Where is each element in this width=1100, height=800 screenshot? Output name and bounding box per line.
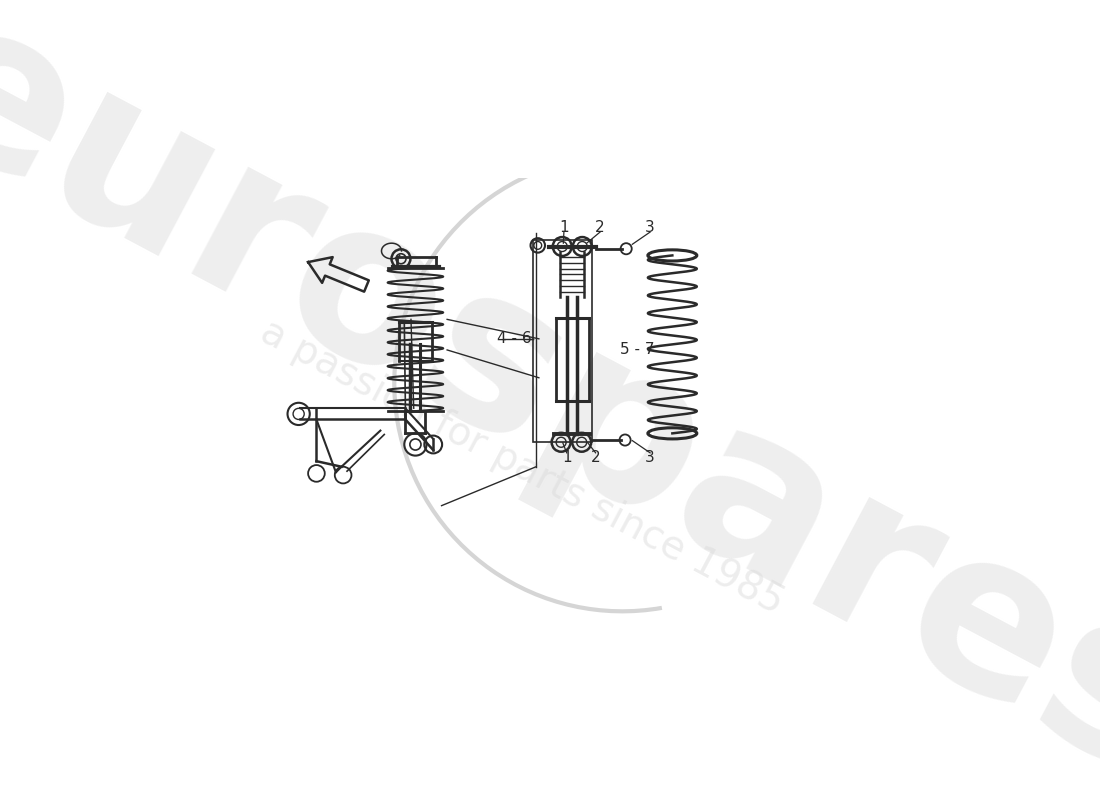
Text: 4 - 6: 4 - 6 — [497, 331, 531, 346]
Text: 3: 3 — [646, 450, 654, 466]
Bar — [534, 240, 592, 442]
Text: a passion for parts since 1985: a passion for parts since 1985 — [254, 312, 790, 622]
Text: 3: 3 — [646, 220, 654, 235]
Text: 5 - 7: 5 - 7 — [619, 342, 654, 358]
Text: 2: 2 — [595, 220, 605, 235]
Text: 1: 1 — [559, 220, 569, 235]
Text: 2: 2 — [591, 450, 601, 466]
Text: 1: 1 — [562, 450, 572, 466]
